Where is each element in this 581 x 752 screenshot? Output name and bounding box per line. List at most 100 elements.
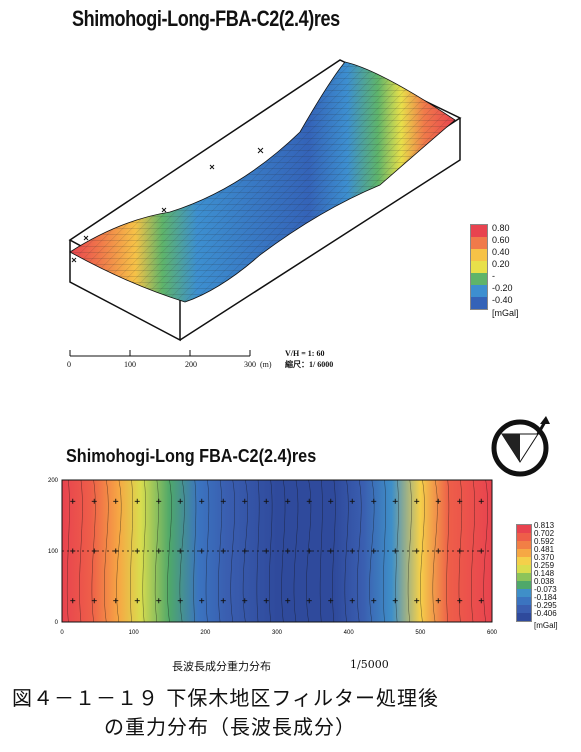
station-marker bbox=[91, 498, 97, 504]
bottom-colorbar-labels: 0.813 0.702 0.592 0.481 0.370 0.259 0.148 0.038… bbox=[534, 522, 557, 618]
station-marker bbox=[113, 498, 119, 504]
contour-line bbox=[293, 479, 299, 623]
station-marker bbox=[134, 598, 140, 604]
colorbar-swatch bbox=[517, 533, 531, 541]
station-marker bbox=[220, 598, 226, 604]
top-legend-swatch bbox=[471, 249, 487, 261]
station-marker bbox=[177, 598, 183, 604]
station-marker bbox=[285, 598, 291, 604]
station-marker bbox=[349, 598, 355, 604]
x-tick-label: 600 bbox=[487, 630, 498, 636]
contour-line bbox=[356, 479, 362, 623]
station-marker bbox=[263, 548, 269, 554]
colorbar-swatch bbox=[517, 525, 531, 533]
colorbar-swatch bbox=[517, 541, 531, 549]
station-marker bbox=[435, 598, 441, 604]
station-marker bbox=[457, 598, 463, 604]
contour-line bbox=[179, 479, 185, 623]
top-legend-label: 0.60 bbox=[492, 235, 510, 245]
contour-line bbox=[319, 479, 323, 623]
station-marker bbox=[285, 548, 291, 554]
colorbar-label: -0.406 bbox=[534, 609, 557, 618]
contour-line bbox=[395, 479, 399, 623]
station-marker bbox=[306, 548, 312, 554]
station-marker bbox=[457, 498, 463, 504]
x-tick-label: 200 bbox=[200, 630, 211, 636]
colorbar-label: 0.148 bbox=[534, 569, 555, 578]
colorbar-label: 0.038 bbox=[534, 577, 555, 586]
x-tick-label: 100 bbox=[129, 630, 140, 636]
station-markers bbox=[71, 147, 264, 263]
station-marker bbox=[242, 598, 248, 604]
residual-surface bbox=[69, 61, 456, 303]
contour-line bbox=[91, 479, 96, 623]
contour-line bbox=[167, 479, 172, 623]
station-marker bbox=[414, 548, 420, 554]
contour-line bbox=[269, 479, 273, 623]
station-marker bbox=[91, 548, 97, 554]
bottom-scale: 1/5000 bbox=[350, 658, 389, 671]
station-marker bbox=[478, 498, 484, 504]
station-marker bbox=[328, 498, 334, 504]
station-marker bbox=[199, 548, 205, 554]
colorbar-swatch bbox=[517, 597, 531, 605]
station-marker bbox=[414, 598, 420, 604]
station-marker bbox=[371, 548, 377, 554]
top-legend-label: 0.40 bbox=[492, 247, 510, 257]
top-legend: 0.80 0.60 0.40 0.20 - -0.20 -0.40 [mGal] bbox=[470, 223, 570, 324]
contour-line bbox=[420, 479, 425, 623]
station-marker bbox=[414, 498, 420, 504]
station-marker bbox=[328, 598, 334, 604]
caption-line-2: の重力分布（長波長成分） bbox=[104, 715, 356, 739]
bottom-colorbar: 0.813 0.702 0.592 0.481 0.370 0.259 0.148 0.038… bbox=[516, 522, 576, 644]
top-figure-title: Shimohogi-Long-FBA-C2(2.4)res bbox=[72, 6, 340, 31]
colorbar-swatch bbox=[517, 557, 531, 565]
contour-line bbox=[79, 479, 83, 623]
top-legend-label: -0.20 bbox=[492, 283, 513, 293]
top-scale-bar bbox=[69, 350, 251, 357]
colorbar-label: -0.073 bbox=[534, 585, 557, 594]
colorbar-swatch bbox=[517, 581, 531, 589]
bottom-figure-title: Shimohogi-Long FBA-C2(2.4)res bbox=[66, 446, 317, 466]
station-marker bbox=[392, 548, 398, 554]
station-marker bbox=[91, 598, 97, 604]
contour-line bbox=[458, 479, 463, 623]
contour-line bbox=[432, 479, 438, 623]
colorbar-label: 0.592 bbox=[534, 537, 555, 546]
station-marker bbox=[371, 498, 377, 504]
colorbar-label: 0.481 bbox=[534, 545, 555, 554]
station-marker bbox=[349, 548, 355, 554]
station-marker bbox=[328, 548, 334, 554]
contour-line bbox=[242, 479, 248, 623]
top-legend-swatch bbox=[471, 297, 487, 309]
station-marker bbox=[306, 498, 312, 504]
contour-line bbox=[218, 479, 223, 623]
bottom-colorbar-swatches bbox=[516, 524, 532, 622]
station-marker bbox=[457, 548, 463, 554]
contour-line bbox=[306, 479, 312, 623]
contour-line bbox=[256, 479, 260, 623]
colorbar-swatch bbox=[517, 573, 531, 581]
station-marker bbox=[113, 548, 119, 554]
contour-line bbox=[332, 479, 336, 623]
scale-tick-100: 100 bbox=[124, 360, 136, 369]
top-legend-label: 0.80 bbox=[492, 223, 510, 233]
bottom-colorbar-unit: [mGal] bbox=[534, 621, 558, 630]
north-arrow-icon bbox=[491, 416, 550, 477]
figure-caption: 図４－１－１９ 下保木地区フィルター処理後 の重力分布（長波長成分） bbox=[12, 684, 439, 742]
scale-tick-200: 200 bbox=[185, 360, 197, 369]
top-legend-swatch bbox=[471, 237, 487, 249]
station-marker bbox=[70, 598, 76, 604]
top-legend-label: -0.40 bbox=[492, 295, 513, 305]
contour-line bbox=[383, 479, 386, 623]
station-marker bbox=[263, 498, 269, 504]
station-marker bbox=[306, 598, 312, 604]
contour-line bbox=[193, 479, 197, 623]
scale-tick-300: 300 bbox=[244, 360, 256, 369]
scale-tick-0: 0 bbox=[67, 360, 71, 369]
vh-ratio: V/H = 1: 60 bbox=[285, 349, 325, 358]
station-marker bbox=[156, 598, 162, 604]
colorbar-swatch bbox=[517, 605, 531, 613]
station-marker bbox=[199, 498, 205, 504]
scale-unit: (m) bbox=[260, 360, 272, 369]
